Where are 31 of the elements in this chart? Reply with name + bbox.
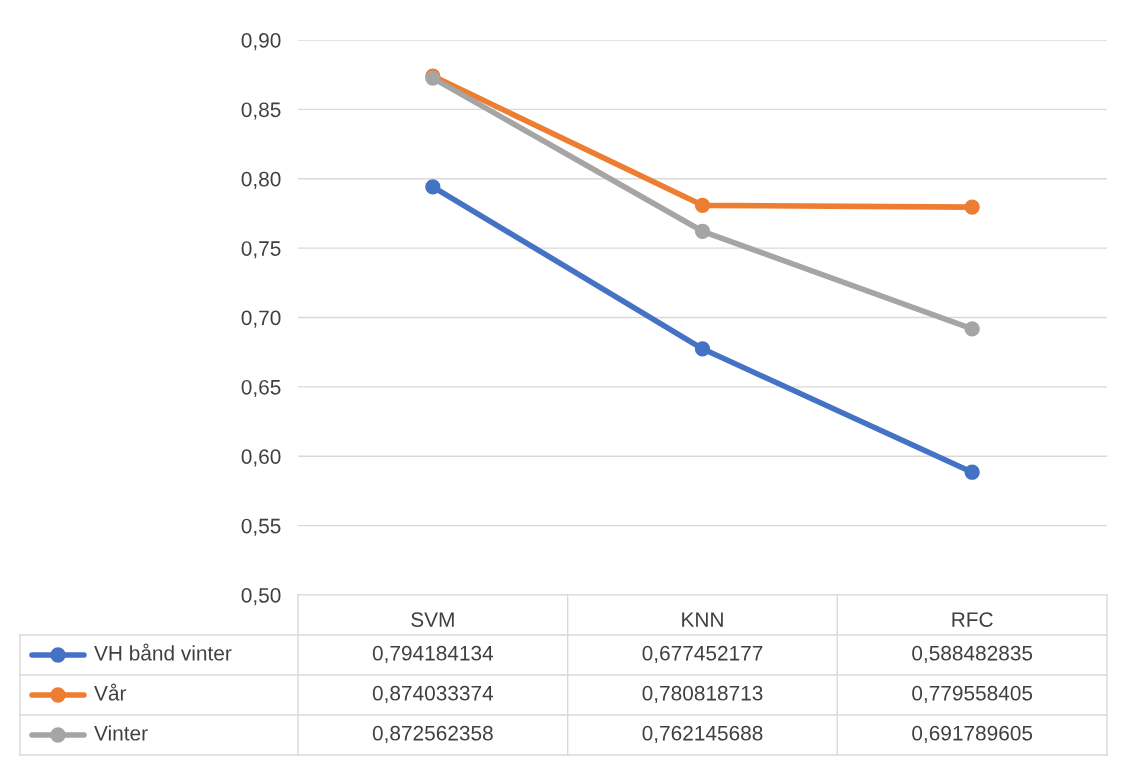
- legend-label: Vår: [94, 683, 127, 701]
- y-tick-label: 0,55: [241, 518, 281, 536]
- x-tick-label: RFC: [952, 612, 993, 627]
- x-tick-label: KNN: [682, 612, 723, 627]
- data-label: 0,691789605: [912, 725, 1033, 744]
- point: [694, 223, 711, 239]
- y-tick-label: 0,80: [241, 171, 281, 189]
- data-label: 0,677452177: [642, 645, 763, 664]
- data-label: 0,779558405: [912, 685, 1033, 704]
- data-label: 0,588482835: [912, 645, 1033, 664]
- y-tick-label: 0,65: [241, 379, 281, 398]
- x-tick-label: SVM: [411, 612, 454, 627]
- point: [964, 199, 980, 215]
- data-label: 0,762145688: [642, 725, 763, 744]
- data-label: 0,874033374: [372, 685, 494, 704]
- y-tick-label: 0,70: [241, 310, 281, 328]
- data-label: 0,794184134: [372, 645, 494, 664]
- data-label: 0,872562358: [372, 725, 493, 744]
- legend-label: Vinter: [94, 725, 148, 741]
- y-tick-label: 0,60: [241, 449, 281, 467]
- point: [694, 341, 711, 357]
- point: [964, 321, 980, 337]
- point: [964, 464, 980, 480]
- point: [694, 197, 711, 214]
- point: [425, 179, 441, 195]
- y-tick-label: 0,50: [241, 588, 281, 606]
- y-tick-label: 0,85: [241, 102, 281, 120]
- y-tick-label: 0,90: [241, 33, 281, 51]
- y-tick-label: 0,75: [241, 241, 281, 259]
- data-label: 0,780818713: [642, 685, 763, 704]
- legend-label: VH bånd vinter: [94, 643, 232, 661]
